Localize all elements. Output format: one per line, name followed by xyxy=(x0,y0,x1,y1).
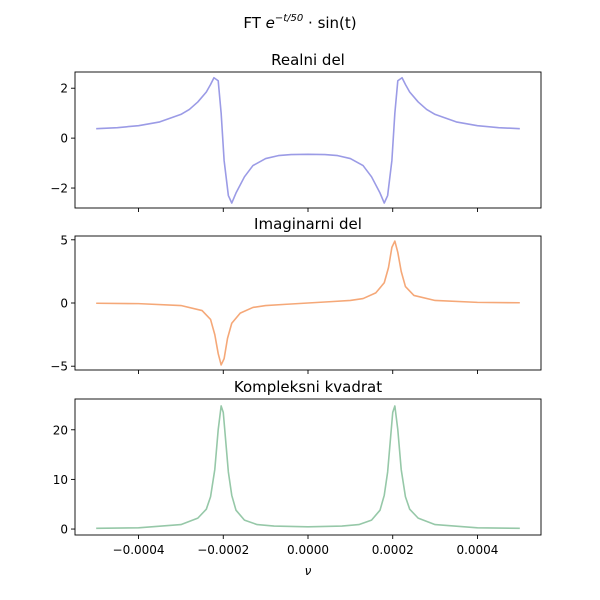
y-tick-label: 20 xyxy=(53,423,68,437)
subplot-3: Kompleksni kvadrat 0 10 20 −0.0004 −0.0002 0.0… xyxy=(53,378,542,557)
suptitle-suffix: · sin(t) xyxy=(303,14,356,32)
subplot-title: Realni del xyxy=(271,51,345,69)
subplot-1: Realni del −2 0 2 xyxy=(50,51,542,212)
x-tick-label: −0.0002 xyxy=(197,543,249,557)
y-tick-label: 2 xyxy=(60,82,68,96)
subplots: Realni del −2 0 2 Imaginarni del −5 0 5 Kompleks… xyxy=(50,51,542,557)
x-axis-label: ν xyxy=(305,564,312,578)
x-tick-label: 0.0000 xyxy=(287,543,329,557)
series-line xyxy=(96,76,520,204)
y-tick-label: 0 xyxy=(60,132,68,146)
x-tick-label: 0.0004 xyxy=(456,543,498,557)
subplot-title: Kompleksni kvadrat xyxy=(234,378,382,396)
y-tick-label: 10 xyxy=(53,473,68,487)
x-tick-label: 0.0002 xyxy=(372,543,414,557)
axes-frame xyxy=(74,71,542,209)
x-tick-label: −0.0004 xyxy=(113,543,165,557)
y-tick-label: 0 xyxy=(60,523,68,537)
suptitle-prefix: FT xyxy=(243,14,265,32)
subplot-2: Imaginarni del −5 0 5 xyxy=(50,215,542,374)
y-tick-label: −5 xyxy=(50,360,68,374)
series-line xyxy=(96,240,520,366)
y-tick-label: 0 xyxy=(60,297,68,311)
figure-suptitle: FT e−t/50 · sin(t) xyxy=(243,13,356,32)
axes-frame xyxy=(74,398,542,536)
y-tick-label: −2 xyxy=(50,182,68,196)
suptitle-exponent: −t/50 xyxy=(275,13,303,24)
suptitle-base: e xyxy=(266,14,275,32)
subplot-title: Imaginarni del xyxy=(254,215,362,233)
y-tick-label: 5 xyxy=(60,233,68,247)
series-line xyxy=(96,405,520,530)
